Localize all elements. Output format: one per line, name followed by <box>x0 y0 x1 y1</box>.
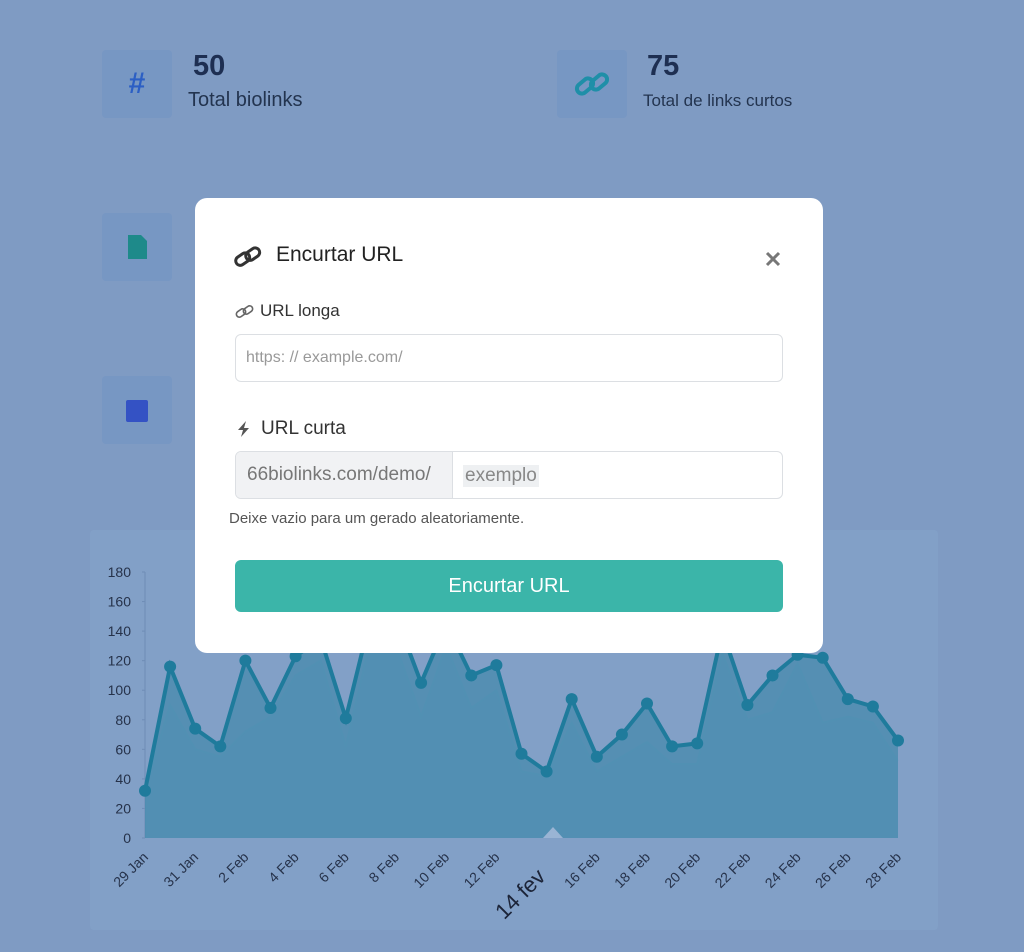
bolt-icon <box>238 421 249 437</box>
point <box>641 697 653 710</box>
link-icon <box>235 305 254 318</box>
point <box>465 669 478 682</box>
close-button[interactable] <box>765 251 781 267</box>
point <box>189 722 202 735</box>
placeholder: exemplo <box>463 465 539 487</box>
point <box>415 676 428 689</box>
input-prefix: 66biolinks.com/demo/ <box>236 452 453 498</box>
y-tick-label: 0 <box>123 830 131 846</box>
icon-box <box>102 376 172 444</box>
input-group: 66biolinks.com/demo/ exemplo <box>235 451 783 499</box>
calendar-icon <box>126 400 148 422</box>
point <box>892 734 904 747</box>
area <box>145 638 898 838</box>
y-tick-label: 160 <box>108 594 132 610</box>
help-text: Deixe vazio para um gerado aleatoriament… <box>229 510 525 527</box>
placeholder: https: // example.com/ <box>246 349 403 366</box>
point <box>841 693 854 706</box>
point <box>289 650 302 663</box>
point <box>540 765 553 778</box>
area <box>145 616 898 838</box>
y-tick-label: 20 <box>115 800 131 816</box>
y-tick-label: 40 <box>115 771 131 787</box>
stat-value: 50 <box>193 50 226 82</box>
field-label: URL longa <box>260 301 340 320</box>
file-icon <box>128 235 147 259</box>
modal-title: Encurtar URL <box>276 243 404 266</box>
line <box>144 637 899 791</box>
point <box>866 700 879 713</box>
icon: # <box>128 67 146 100</box>
y-tick-label: 100 <box>108 682 132 698</box>
point <box>339 712 352 725</box>
hover-marker <box>543 827 563 838</box>
icon-box <box>557 50 627 118</box>
point <box>515 747 528 760</box>
point <box>565 693 578 706</box>
link-icon <box>234 246 262 267</box>
point <box>741 699 754 711</box>
y-tick-label: 140 <box>108 623 132 639</box>
point <box>139 784 151 797</box>
point <box>666 740 679 753</box>
stat-value: 75 <box>647 50 680 82</box>
prefix-text: 66biolinks.com/demo/ <box>247 464 431 485</box>
point <box>490 659 503 672</box>
point <box>766 669 779 682</box>
y-tick-label: 180 <box>108 564 132 580</box>
y-tick-label: 60 <box>115 741 131 757</box>
icon-box: # <box>102 50 172 118</box>
submit-button[interactable]: Encurtar URL <box>235 560 783 612</box>
point <box>264 701 277 714</box>
point <box>590 750 603 763</box>
text-input[interactable]: https: // example.com/ <box>235 334 783 382</box>
text-input[interactable]: exemplo <box>453 452 782 498</box>
y-tick-label: 120 <box>108 653 132 669</box>
point <box>816 651 829 664</box>
field-label: URL curta <box>261 418 346 439</box>
icon-box <box>102 213 172 281</box>
modal: Encurtar URL URL longa https: // example… <box>195 198 823 653</box>
point <box>239 654 252 667</box>
point <box>164 660 177 673</box>
point <box>214 740 227 753</box>
point <box>615 728 628 741</box>
link-icon <box>574 72 610 96</box>
stat-label: Total biolinks <box>188 89 303 111</box>
stat-label: Total de links curtos <box>643 91 793 110</box>
y-tick-label: 80 <box>115 712 131 728</box>
point <box>691 737 704 750</box>
